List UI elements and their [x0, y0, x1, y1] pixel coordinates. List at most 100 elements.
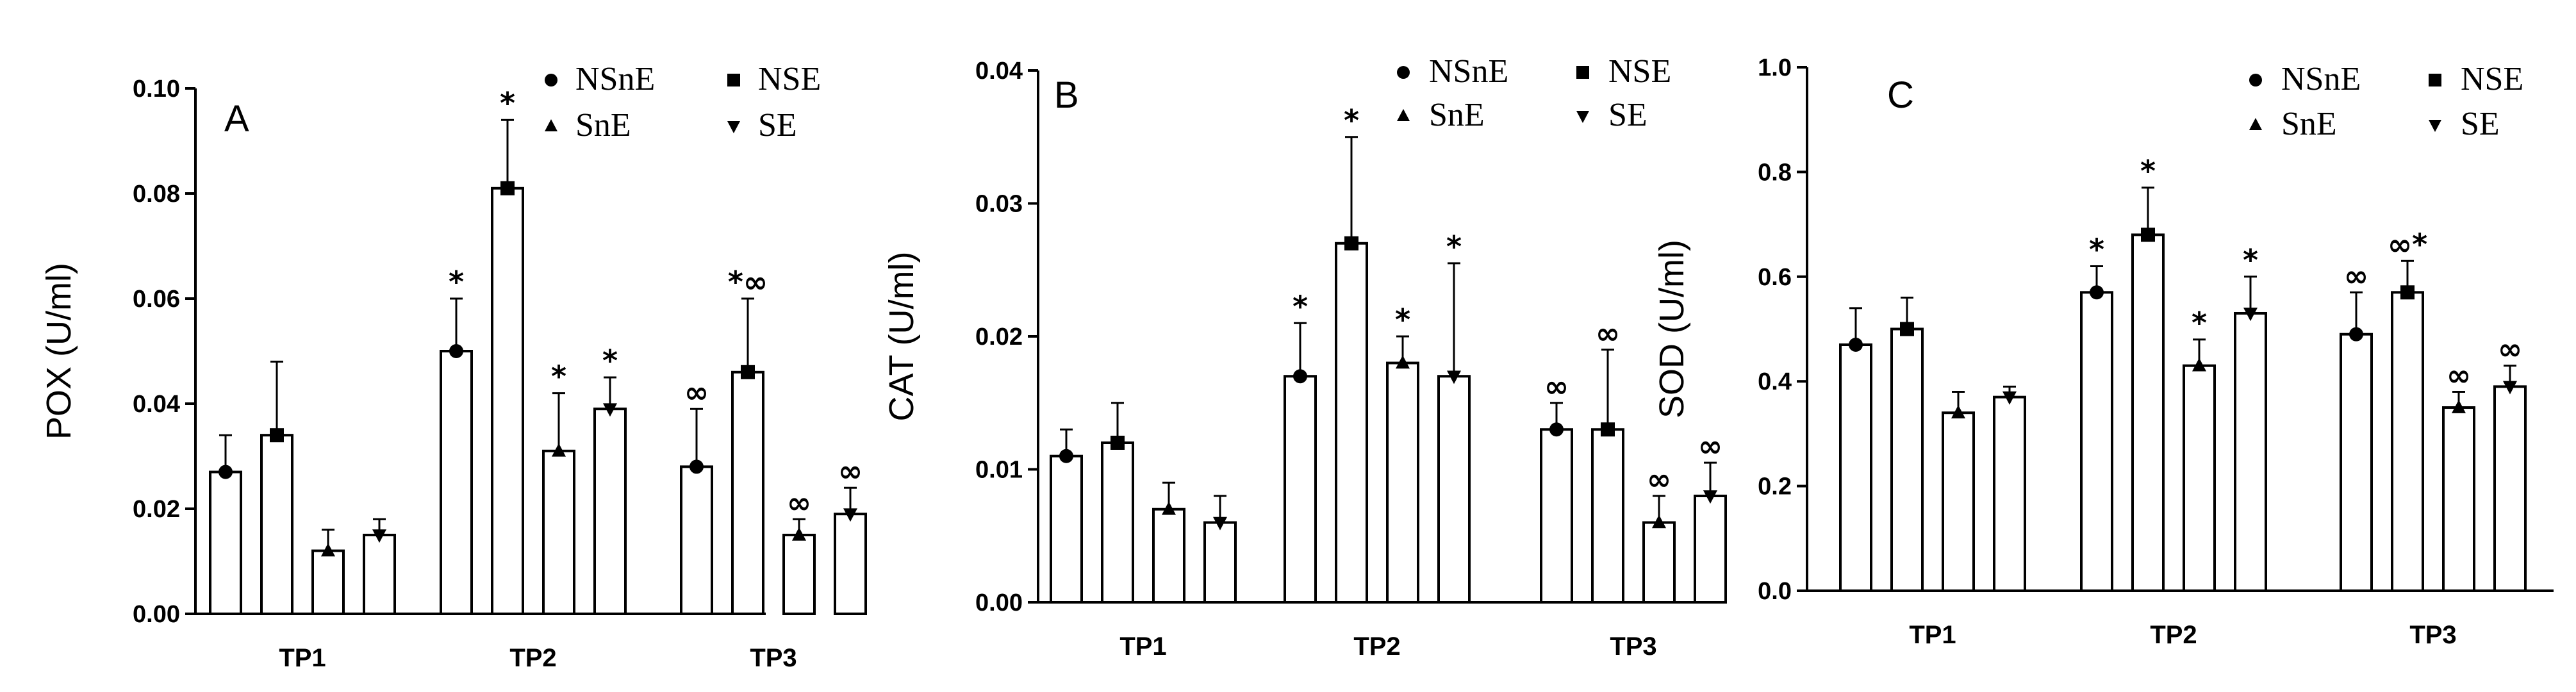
x-category-label: TP3 [2409, 621, 2456, 649]
significance-mark: ∞ [838, 454, 863, 488]
x-category-label: TP1 [1909, 621, 1956, 649]
x-category-label: TP1 [279, 644, 326, 672]
significance-mark: * [2243, 243, 2258, 277]
significance-mark: * [449, 265, 464, 299]
significance-mark: ∞ [1647, 462, 1671, 497]
data-point-nse [1110, 436, 1125, 450]
data-point-se [2243, 308, 2258, 322]
significance-mark: * [602, 343, 618, 378]
chart-panel-b: 0.00 0.01 0.02 0.03 0.04 CAT (U/ml) B TP1 * * * * TP… [882, 53, 1727, 661]
bar-se-tp2 [2234, 311, 2267, 592]
bar-se-tp3 [1694, 495, 1727, 604]
bar-nse-tp3 [731, 370, 764, 615]
significance-mark: * [1344, 103, 1359, 138]
data-point-sne [2192, 358, 2206, 372]
significance-mark: ∞ [2344, 258, 2368, 293]
legend-marker-nsne [545, 74, 557, 86]
y-tick-label: 0.00 [133, 601, 180, 628]
data-point-nse [1344, 236, 1358, 251]
data-point-se [1703, 490, 1717, 504]
significance-mark: ∞ [1596, 316, 1620, 350]
legend-label-nsne: NSnE [1429, 53, 1508, 90]
data-point-nse [2141, 227, 2155, 242]
legend-label-nsne: NSnE [575, 61, 655, 97]
bar-nse-tp3 [1591, 428, 1624, 604]
y-tick-label: 0.6 [1758, 264, 1792, 291]
significance-mark: ∞ [1698, 429, 1722, 463]
data-point-nsne [1849, 338, 1863, 352]
bar-sne-tp3 [1642, 521, 1676, 604]
data-point-nsne [689, 459, 704, 474]
bar-sne-tp2 [1386, 361, 1419, 604]
bar-nse-tp2 [2131, 233, 2165, 592]
data-point-nse [2400, 285, 2415, 300]
legend-marker-se [727, 121, 740, 133]
y-axis-title: CAT (U/ml) [882, 252, 921, 422]
legend: NSnE NSE SnE SE [545, 61, 821, 144]
data-point-nsne [449, 344, 463, 358]
bar-sne-tp3 [782, 534, 816, 615]
bar-se-tp3 [834, 513, 867, 616]
legend-marker-se [1576, 111, 1589, 123]
significance-mark: * [2140, 154, 2156, 188]
legend-label-sne: SnE [1429, 97, 1485, 133]
y-tick-label: 0.06 [133, 286, 180, 313]
y-tick-label: 0.4 [1758, 368, 1792, 395]
y-tick-label: 0.03 [975, 191, 1023, 218]
bar-nsne-tp2 [2080, 291, 2113, 592]
data-point-se [1213, 516, 1227, 531]
y-tick-label: 0.00 [975, 589, 1023, 616]
legend-marker-sne [545, 119, 557, 131]
bar-sne-tp1 [1152, 507, 1185, 604]
data-point-nsne [219, 465, 233, 479]
y-tick-label: 1.0 [1758, 54, 1792, 81]
legend-marker-sne [1397, 109, 1410, 121]
data-point-nsne [1059, 449, 1073, 463]
data-point-sne [321, 543, 335, 557]
bar-sne-tp1 [311, 549, 345, 615]
legend-label-nse: NSE [1608, 53, 1671, 90]
data-point-se [372, 529, 386, 543]
legend-marker-nse [1576, 66, 1589, 79]
legend-label-sne: SnE [575, 107, 631, 144]
y-tick-label: 0.8 [1758, 159, 1792, 186]
legend-marker-sne [2249, 118, 2262, 130]
x-category-label: TP2 [2150, 621, 2197, 649]
x-category-label: TP3 [750, 644, 797, 672]
x-category-label: TP3 [1610, 632, 1656, 661]
bar-se-tp2 [1437, 375, 1471, 604]
significance-mark: * [551, 359, 566, 394]
legend: NSnE NSE SnE SE [1397, 53, 1671, 133]
y-tick-label: 0.0 [1758, 578, 1792, 605]
data-point-nse [1900, 322, 1914, 336]
bar-nse-tp1 [1101, 441, 1134, 604]
bar-nsne-tp1 [1050, 454, 1083, 604]
data-point-se [2002, 391, 2017, 405]
y-tick-label: 0.04 [975, 58, 1023, 85]
y-tick-label: 0.02 [975, 324, 1023, 350]
bar-se-tp3 [2493, 385, 2527, 592]
data-point-sne [2452, 399, 2466, 413]
bar-nsne-tp2 [440, 350, 473, 615]
data-point-se [843, 508, 857, 522]
significance-mark: ∞ [1544, 369, 1569, 404]
bar-nse-tp3 [2391, 291, 2424, 592]
y-axis-title: POX (U/ml) [40, 263, 78, 440]
bar-sne-tp1 [1942, 411, 1975, 592]
data-point-sne [792, 527, 806, 541]
legend-label-nse: NSE [2461, 61, 2523, 97]
significance-mark: * [500, 86, 515, 120]
legend-marker-nse [727, 74, 740, 86]
significance-mark: *∞ [728, 265, 768, 299]
significance-mark: ∞ [787, 485, 811, 520]
data-point-nse [1601, 422, 1615, 437]
legend: NSnE NSE SnE SE [2249, 61, 2523, 142]
data-point-se [2503, 381, 2517, 395]
panel-label: A [224, 98, 249, 140]
legend-label-nse: NSE [758, 61, 821, 97]
bar-nsne-tp3 [2340, 333, 2373, 592]
significance-mark: * [1446, 229, 1462, 264]
bar-se-tp1 [1203, 521, 1237, 604]
panel-label: C [1887, 74, 1914, 116]
bar-se-tp2 [593, 408, 627, 615]
